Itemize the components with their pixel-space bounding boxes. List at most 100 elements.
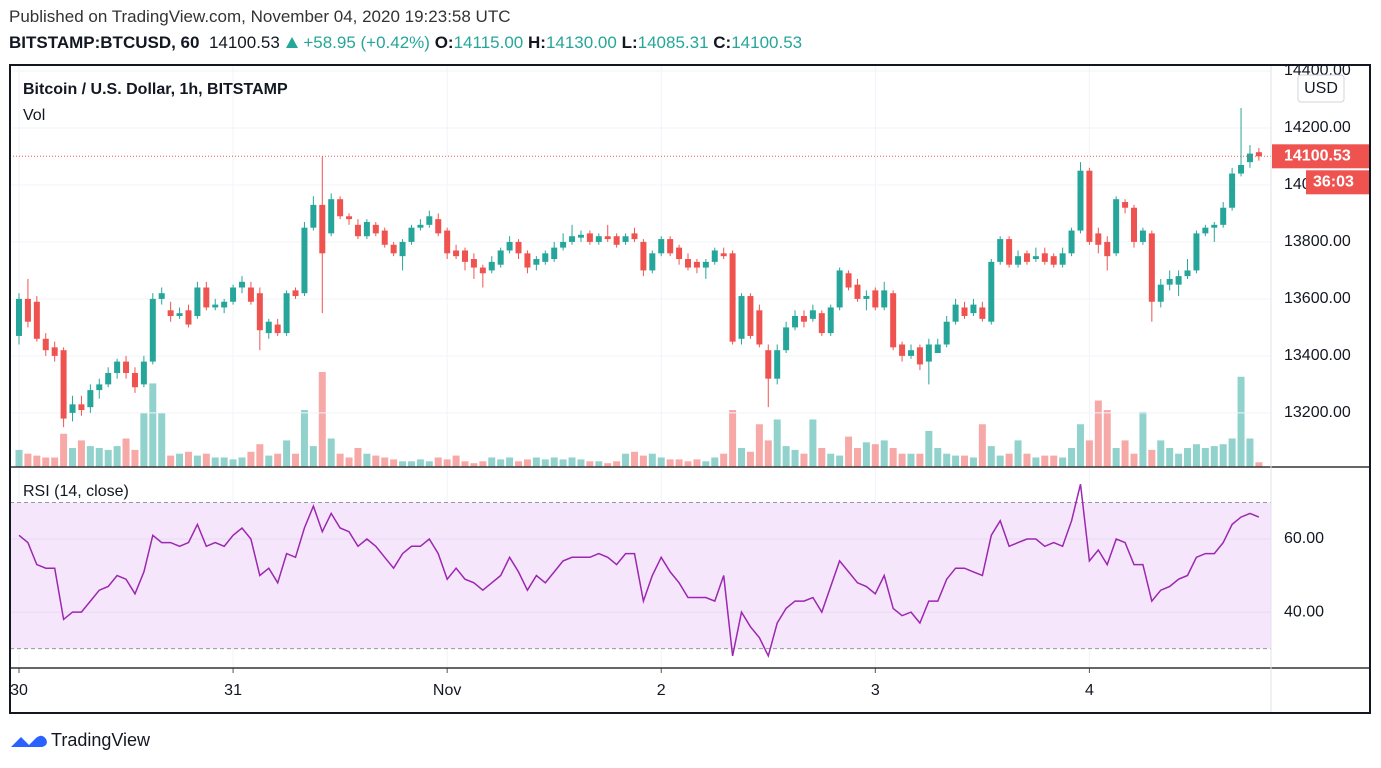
candle-body (631, 233, 638, 240)
candle-body (158, 293, 165, 299)
candle-body (426, 216, 433, 225)
volume-bar (1246, 438, 1254, 467)
candle-body (658, 239, 665, 254)
volume-bar (1076, 424, 1084, 467)
volume-bar (532, 457, 540, 467)
symbol-header: BITSTAMP:BTCUSD, 60 14100.53 +58.95 (+0.… (9, 33, 802, 53)
countdown-label: 36:03 (1313, 174, 1354, 191)
volume-bar (1255, 462, 1263, 467)
volume-bar (345, 457, 353, 467)
volume-bar (827, 453, 835, 467)
currency-box (1297, 74, 1345, 103)
candle-body (354, 224, 361, 237)
candle-body (60, 350, 67, 419)
volume-bar (390, 459, 398, 467)
volume-bar (479, 461, 487, 467)
candle-body (16, 298, 22, 336)
volume-bar (1085, 440, 1093, 467)
volume-bar (1228, 438, 1236, 467)
volume-bar (987, 446, 995, 467)
candle-body (667, 239, 674, 254)
candle-body (872, 290, 879, 308)
volume-bar (265, 455, 273, 467)
candle-body (1050, 256, 1057, 265)
candle-body (230, 287, 237, 302)
low-key: L: (621, 33, 638, 52)
volume-bar (1032, 457, 1040, 467)
candle-body (1023, 253, 1030, 262)
candle-body (328, 199, 335, 234)
candle-body (105, 372, 112, 385)
candle-body (702, 261, 709, 268)
last-price-label: 14100.53 (1284, 148, 1351, 165)
candle-body (87, 390, 94, 408)
candle-body (961, 307, 968, 317)
volume-bar (648, 453, 656, 467)
y-tick-label: 60.00 (1284, 530, 1324, 547)
candle-body (239, 281, 245, 288)
volume-bar (666, 459, 674, 467)
volume-bar (613, 461, 621, 467)
candle-body (792, 316, 799, 328)
low-value: 14085.31 (637, 33, 709, 52)
volume-bar (515, 461, 523, 467)
volume-bar (764, 440, 772, 467)
volume-bar (907, 453, 915, 467)
candle-body (524, 253, 531, 268)
candle-body (881, 290, 888, 308)
volume-bar (720, 453, 728, 467)
candle-body (845, 273, 852, 288)
candle-body (408, 227, 415, 242)
volume-bar (1103, 410, 1111, 467)
volume-bar (336, 453, 344, 467)
volume-bar (622, 453, 630, 467)
candle-body (1246, 153, 1253, 163)
volume-bar (220, 457, 228, 467)
volume-bar (247, 451, 255, 467)
volume-bar (33, 455, 41, 467)
candle-body (435, 219, 442, 234)
volume-bar (202, 453, 210, 467)
candle-body (604, 236, 611, 240)
volume-bar (755, 424, 763, 467)
volume-bar (559, 459, 567, 467)
volume-bar (327, 438, 335, 467)
candle-body (1086, 170, 1093, 242)
volume-bar (470, 463, 478, 467)
candle-body (69, 404, 76, 413)
candle-body (247, 287, 254, 302)
volume-bar (773, 419, 781, 467)
candle-body (908, 350, 914, 356)
volume-bar (889, 448, 897, 467)
volume-bar (738, 448, 746, 467)
candle-body (221, 301, 228, 308)
candle-body (765, 350, 772, 379)
candle-body (372, 224, 379, 234)
candle-body (149, 298, 156, 362)
candle-body (649, 253, 656, 271)
volume-bar (845, 436, 853, 467)
volume-bar (952, 455, 960, 467)
volume-bar (158, 412, 166, 467)
candle-body (1077, 170, 1084, 231)
candle-body (399, 241, 406, 257)
volume-bar (1184, 448, 1192, 467)
candle-body (551, 247, 558, 260)
candle-body (301, 227, 308, 294)
candle-body (711, 250, 718, 262)
volume-bar (443, 459, 451, 467)
volume-bar (461, 461, 469, 467)
candle-body (453, 250, 460, 257)
candle-body (265, 321, 272, 334)
candle-body (1059, 253, 1066, 265)
volume-bar (425, 461, 433, 467)
volume-bar (1157, 440, 1165, 467)
volume-bar (60, 433, 68, 467)
price-change: +58.95 (+0.42%) (303, 33, 430, 52)
candle-body (417, 224, 424, 228)
volume-bar (292, 453, 300, 467)
volume-bar (568, 457, 576, 467)
candle-body (1104, 241, 1111, 257)
volume-bar (1201, 448, 1209, 467)
